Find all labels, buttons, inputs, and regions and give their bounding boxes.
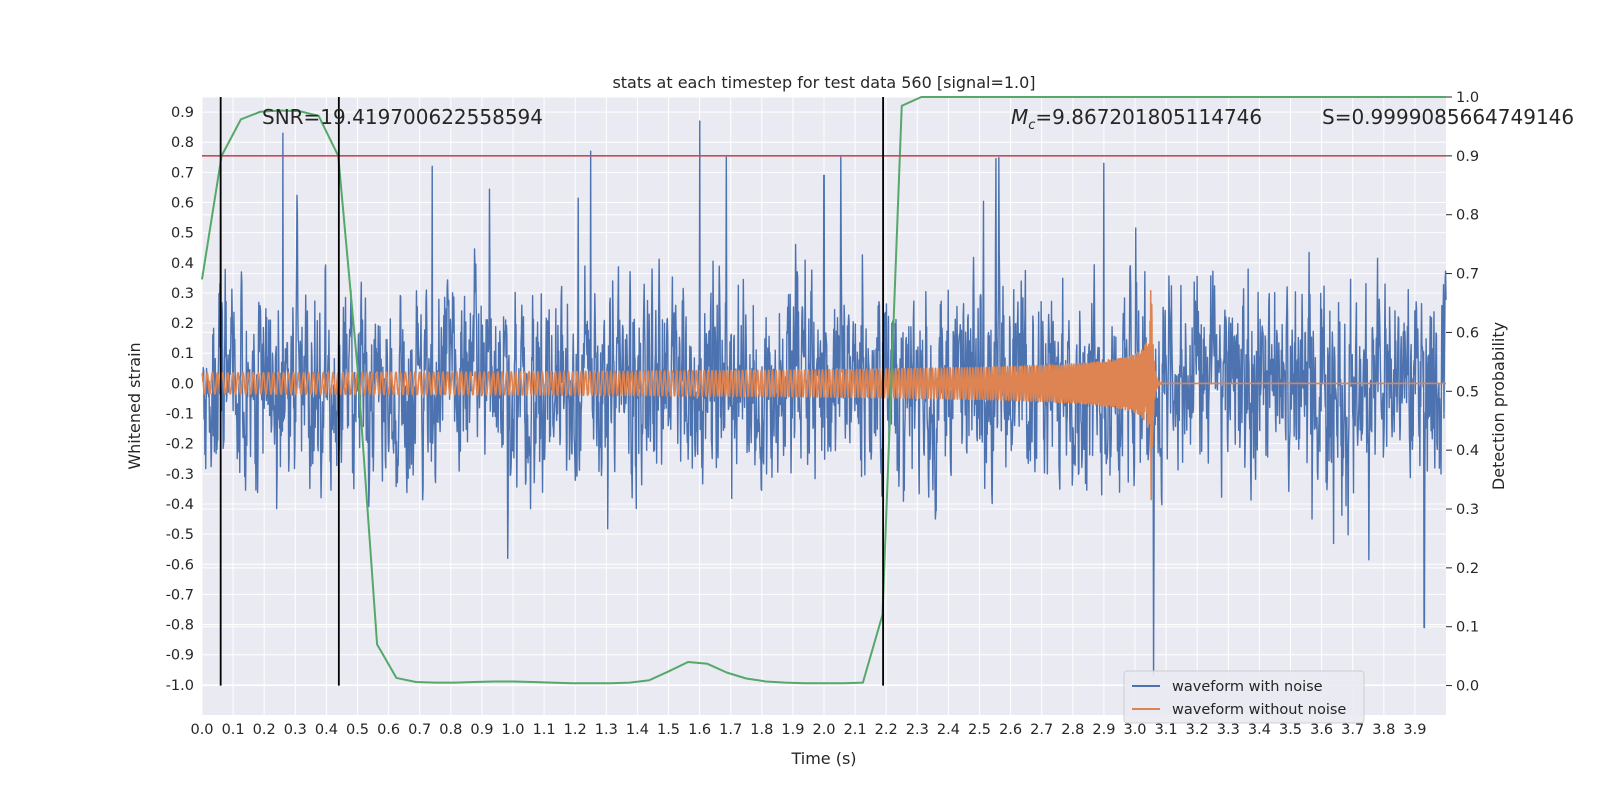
x-tick-label: 0.0 [190, 722, 213, 738]
x-tick-label: 0.5 [346, 722, 369, 738]
y2-tick-label: 0.2 [1456, 561, 1479, 577]
x-tick-label: 1.1 [533, 722, 556, 738]
y2-tick-label: 0.3 [1456, 502, 1479, 518]
y2-axis-label: Detection probability [1489, 322, 1508, 490]
y2-tick-label: 1.0 [1456, 90, 1479, 106]
chirp-mass-value: =9.867201805114746 [1035, 105, 1262, 129]
x-tick-label: 1.6 [688, 722, 711, 738]
y-tick-label: -0.9 [166, 648, 194, 664]
x-tick-label: 3.9 [1403, 722, 1426, 738]
y2-tick-label: 0.4 [1456, 443, 1479, 459]
x-tick-label: 3.5 [1279, 722, 1302, 738]
x-tick-label: 0.1 [222, 722, 245, 738]
series-waveform-with-noise [201, 120, 1447, 677]
x-tick-label: 3.8 [1372, 722, 1395, 738]
x-tick-label: 1.8 [750, 722, 773, 738]
x-tick-label: 2.0 [812, 722, 835, 738]
y-tick-label: -1.0 [166, 678, 194, 694]
x-tick-label: 0.4 [315, 722, 338, 738]
x-tick-label: 1.9 [781, 722, 804, 738]
y2-tick-label: 0.8 [1456, 208, 1479, 224]
y-tick-label: 0.7 [171, 165, 194, 181]
x-tick-label: 1.2 [564, 722, 587, 738]
x-tick-label: 0.3 [284, 722, 307, 738]
x-tick-label: 2.4 [937, 722, 960, 738]
probability-line [201, 96, 1446, 685]
x-tick-label: 3.2 [1186, 722, 1209, 738]
series-waveform-without-noise [201, 290, 1447, 501]
y-tick-label: 0.2 [171, 316, 194, 332]
chirp-mass-subscript: c [1028, 118, 1035, 133]
x-tick-label: 3.6 [1310, 722, 1333, 738]
x-tick-label: 1.5 [657, 722, 680, 738]
series-detection-probability [201, 96, 1446, 685]
chirp-mass-symbol: M [1011, 105, 1028, 129]
x-tick-label: 2.8 [1061, 722, 1084, 738]
y-tick-label: 0.6 [171, 196, 194, 212]
x-tick-label: 2.9 [1092, 722, 1115, 738]
legend-box [1123, 670, 1365, 724]
y2-tick-label: 0.6 [1456, 325, 1479, 341]
x-tick-label: 0.6 [377, 722, 400, 738]
x-tick-label: 0.2 [253, 722, 276, 738]
y2-tick-label: 0.7 [1456, 267, 1479, 283]
x-tick-label: 1.7 [719, 722, 742, 738]
y-tick-label: 0.0 [171, 376, 194, 392]
vertical-markers [219, 97, 884, 686]
x-tick-label: 2.5 [968, 722, 991, 738]
y-tick-label: 0.3 [171, 286, 194, 302]
y2-axis-ticks: 1.0 0.9 0.8 0.7 0.6 0.5 0.4 0.3 0.2 0.1 0.0 [1446, 90, 1479, 695]
x-tick-label: 0.9 [470, 722, 493, 738]
y-tick-label: 0.1 [171, 346, 194, 362]
x-tick-label: 3.7 [1341, 722, 1364, 738]
x-tick-label: 2.1 [844, 722, 867, 738]
x-tick-label: 1.4 [626, 722, 649, 738]
y-tick-label: -0.2 [166, 437, 194, 453]
x-axis-ticks: 0.0 0.1 0.2 0.3 0.4 0.5 0.6 0.7 0.8 0.9 1.0 1.1 1.2 1… [190, 722, 1426, 738]
chirp-mass-annotation: Mc=9.867201805114746 [1011, 105, 1262, 133]
y-tick-label: -0.6 [166, 557, 194, 573]
legend-label-clean: waveform without noise [1172, 702, 1346, 718]
y-tick-label: -0.7 [166, 587, 194, 603]
x-tick-label: 2.7 [1030, 722, 1053, 738]
y-tick-label: -0.5 [166, 527, 194, 543]
y-tick-label: 0.9 [171, 105, 194, 121]
x-tick-label: 2.2 [875, 722, 898, 738]
legend: waveform with noise waveform without noi… [1123, 670, 1365, 724]
chart-title: stats at each timestep for test data 560… [612, 73, 1035, 92]
y-tick-label: 0.8 [171, 135, 194, 151]
snr-annotation: SNR=19.419700622558594 [262, 105, 543, 129]
x-tick-label: 0.8 [439, 722, 462, 738]
y-axis-label: Whitened strain [125, 342, 144, 469]
x-tick-label: 3.1 [1155, 722, 1178, 738]
y2-tick-label: 0.9 [1456, 149, 1479, 165]
score-annotation: S=0.9999085664749146 [1322, 105, 1574, 129]
y-tick-label: -0.4 [166, 497, 194, 513]
x-tick-label: 1.0 [501, 722, 524, 738]
x-tick-label: 2.6 [999, 722, 1022, 738]
x-tick-label: 3.4 [1248, 722, 1271, 738]
x-tick-label: 3.0 [1123, 722, 1146, 738]
y-tick-label: 0.4 [171, 256, 194, 272]
y2-tick-label: 0.5 [1456, 384, 1479, 400]
y-tick-label: 0.5 [171, 226, 194, 242]
x-axis-label: Time (s) [790, 749, 856, 768]
x-tick-label: 1.3 [595, 722, 618, 738]
y-tick-label: -0.8 [166, 618, 194, 634]
noise-line [201, 120, 1447, 677]
y2-tick-label: 0.1 [1456, 620, 1479, 636]
y-axis-ticks: 0.9 0.8 0.7 0.6 0.5 0.4 0.3 0.2 0.1 0.0 -0.1 -0.2 -0… [166, 105, 194, 694]
chirp-line [201, 290, 1447, 501]
y2-tick-label: 0.0 [1456, 679, 1479, 695]
y-tick-label: -0.3 [166, 467, 194, 483]
x-tick-label: 3.3 [1217, 722, 1240, 738]
legend-label-noise: waveform with noise [1172, 679, 1323, 695]
y-tick-label: -0.1 [166, 407, 194, 423]
x-tick-label: 2.3 [906, 722, 929, 738]
x-tick-label: 0.7 [408, 722, 431, 738]
